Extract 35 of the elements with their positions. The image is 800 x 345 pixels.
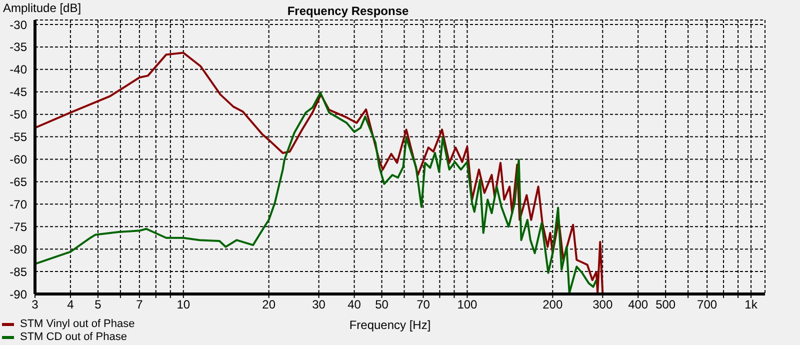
x-tick-label: 7 — [136, 298, 144, 312]
x-tick-label: 20 — [262, 298, 276, 312]
x-tick-label: 70 — [416, 298, 430, 312]
x-axis-title: Frequency [Hz] — [349, 318, 431, 332]
x-tick-label: 1k — [744, 298, 758, 312]
x-tick-label: 40 — [348, 298, 362, 312]
legend-label: STM CD out of Phase — [20, 331, 127, 344]
x-tick-label: 500 — [656, 298, 676, 312]
y-tick-label: -40 — [10, 62, 28, 77]
y-tick-label: -85 — [10, 264, 28, 279]
y-tick-label: -75 — [10, 220, 28, 234]
y-tick-label: -70 — [10, 197, 28, 212]
y-tick-label: -45 — [10, 85, 28, 100]
y-tick-label: -55 — [10, 130, 28, 144]
y-tick-label: -90 — [10, 287, 28, 302]
y-tick-label: -30 — [10, 18, 28, 32]
x-tick-label: 300 — [592, 298, 613, 312]
x-tick-label: 700 — [697, 298, 718, 312]
y-tick-label: -80 — [10, 242, 28, 256]
x-tick-label: 30 — [312, 298, 326, 312]
x-tick-label: 10 — [176, 298, 190, 312]
y-axis-title: Amplitude [dB] — [3, 1, 82, 15]
chart-title: Frequency Response — [287, 4, 409, 18]
x-tick-label: 3 — [32, 298, 39, 312]
x-tick-label: 400 — [628, 298, 648, 312]
legend-label: STM Vinyl out of Phase — [20, 318, 135, 331]
x-tick-label: 5 — [94, 298, 102, 312]
y-tick-label: -65 — [10, 174, 28, 189]
x-tick-label: 100 — [457, 298, 478, 312]
x-tick-label: 50 — [375, 298, 389, 312]
x-tick-label: 200 — [542, 298, 563, 312]
y-tick-label: -50 — [10, 108, 28, 122]
y-tick-label: -60 — [10, 152, 28, 167]
y-tick-label: -35 — [10, 40, 28, 54]
x-tick-label: 4 — [67, 298, 74, 312]
